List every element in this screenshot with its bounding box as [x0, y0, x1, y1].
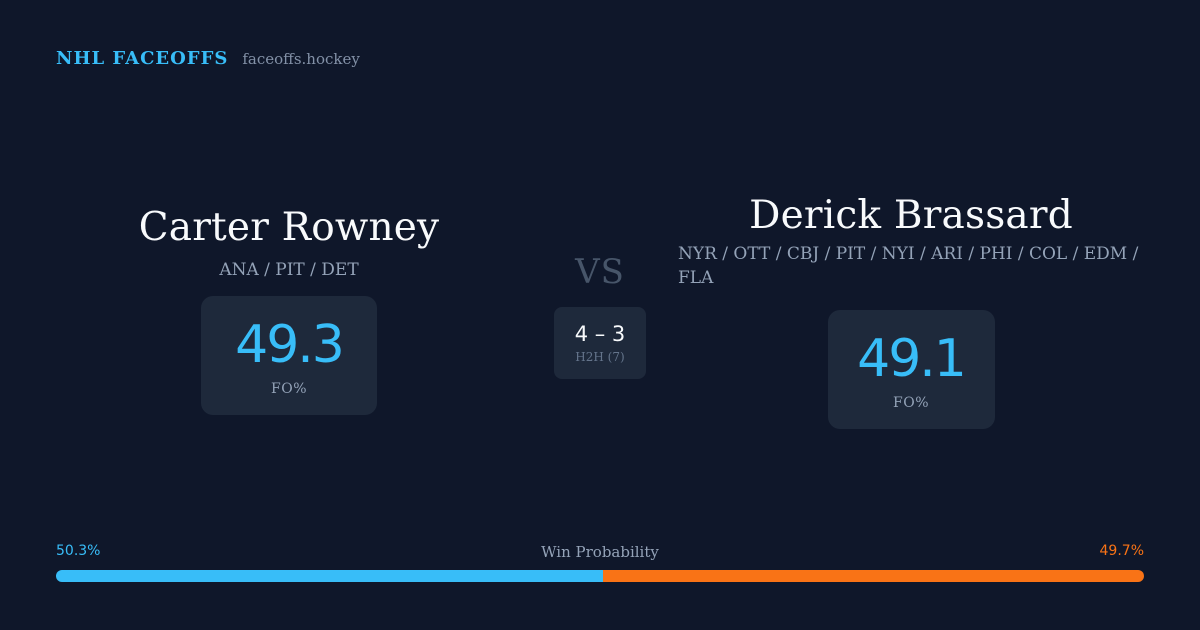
right-player-panel: Derick Brassard NYR / OTT / CBJ / PIT / … [678, 193, 1144, 429]
h2h-label: H2H (7) [575, 350, 625, 364]
left-faceoff-label: FO% [271, 380, 307, 397]
left-faceoff-card: 49.3 FO% [201, 296, 377, 415]
right-player-teams: NYR / OTT / CBJ / PIT / NYI / ARI / PHI … [678, 244, 1139, 288]
h2h-score: 4 – 3 [574, 322, 626, 346]
left-player-teams: ANA / PIT / DET [219, 260, 359, 280]
brand-site[interactable]: faceoffs.hockey [242, 50, 360, 68]
right-probability-fill [603, 570, 1144, 582]
left-player-panel: Carter Rowney ANA / PIT / DET 49.3 FO% [56, 205, 522, 415]
head-to-head-badge: 4 – 3 H2H (7) [554, 307, 646, 379]
left-probability-fill [56, 570, 604, 582]
versus-label: VS [575, 252, 625, 292]
brand-header: NHL FACEOFFS faceoffs.hockey [56, 48, 360, 69]
win-probability-bar [56, 570, 1144, 582]
right-win-probability: 49.7% [1099, 543, 1144, 559]
right-faceoff-pct: 49.1 [857, 328, 967, 389]
left-win-probability: 50.3% [56, 543, 101, 559]
right-faceoff-card: 49.1 FO% [827, 310, 995, 429]
brand-name[interactable]: NHL FACEOFFS [56, 48, 229, 69]
right-faceoff-label: FO% [893, 394, 929, 411]
win-probability-header: Win Probability 50.3% 49.7% [56, 543, 1144, 563]
left-faceoff-pct: 49.3 [235, 314, 345, 375]
left-player-name[interactable]: Carter Rowney [138, 205, 440, 250]
win-probability-title: Win Probability [541, 543, 659, 561]
right-player-name[interactable]: Derick Brassard [749, 193, 1073, 238]
